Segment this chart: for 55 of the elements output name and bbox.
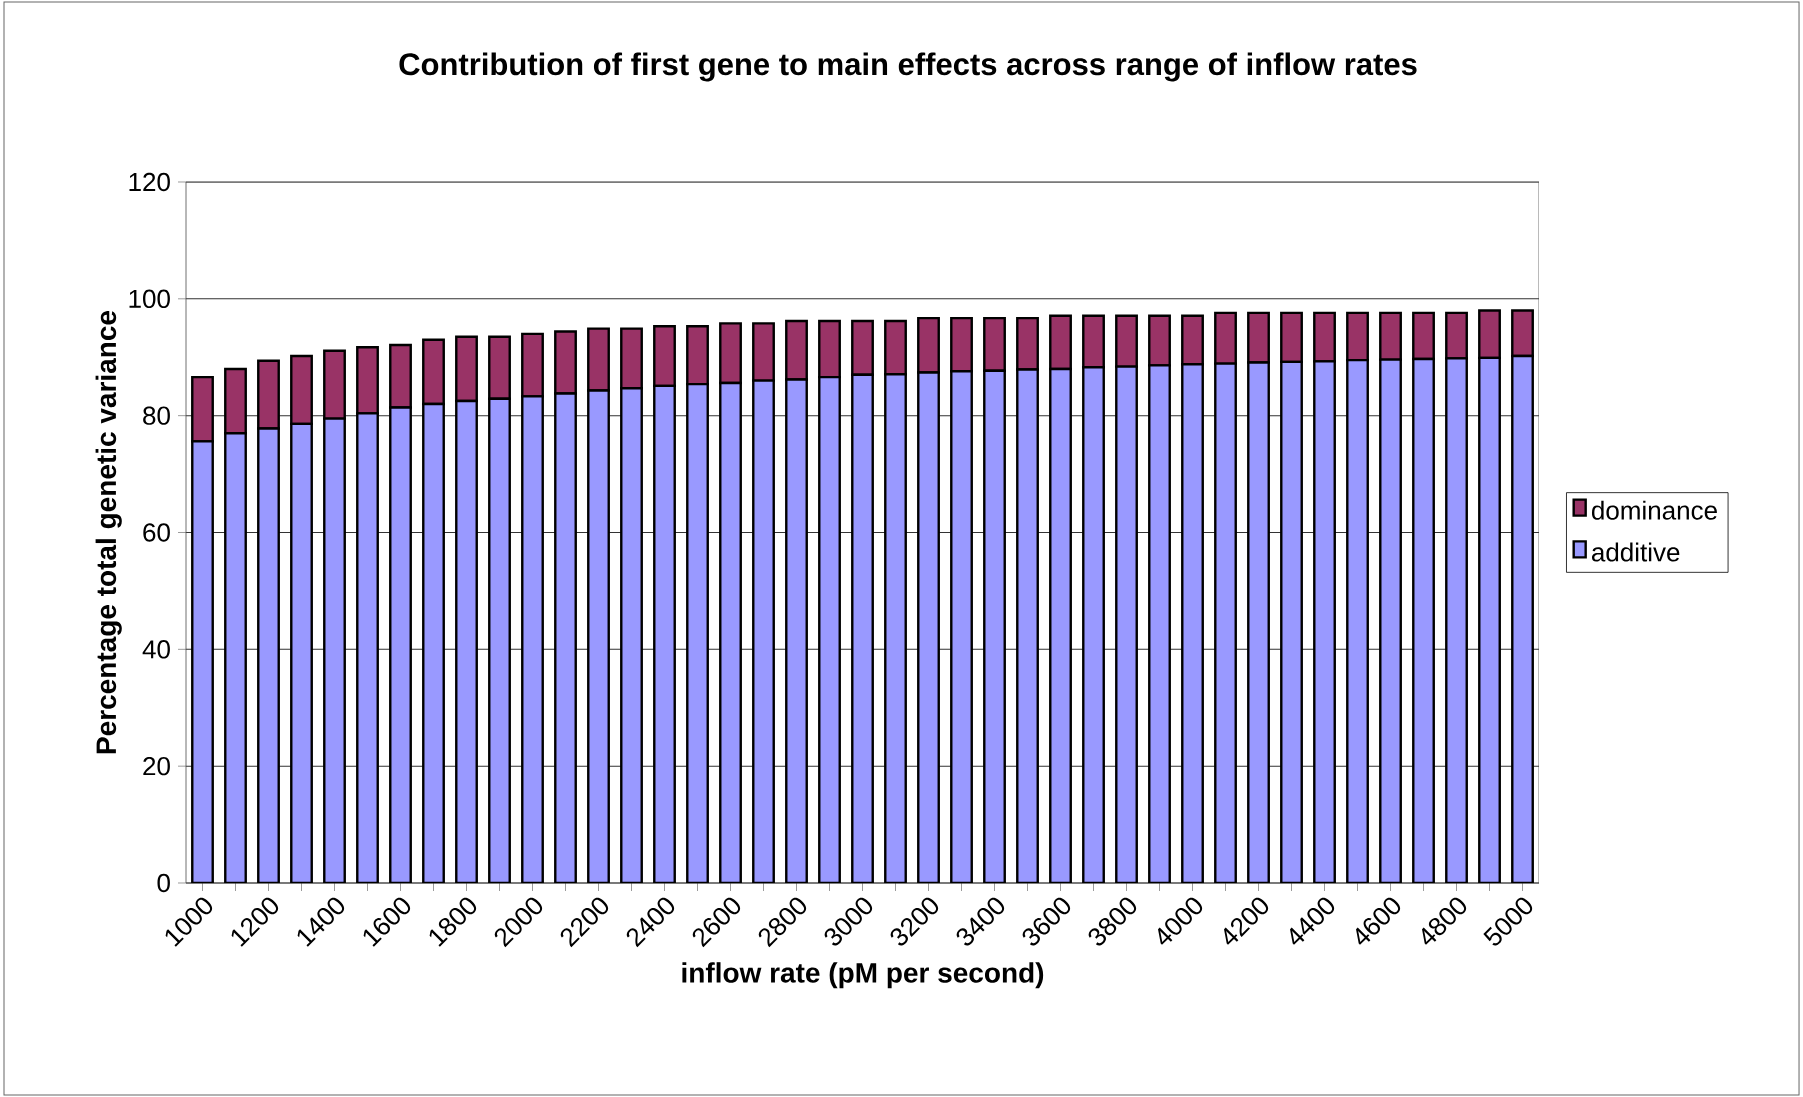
bar [719, 381, 742, 883]
y-tick-label: 0 [157, 873, 170, 893]
bar [752, 379, 775, 883]
bar [851, 373, 874, 883]
bar [884, 372, 907, 883]
bar [224, 431, 247, 883]
bar [389, 406, 412, 883]
bar [521, 395, 544, 883]
bar [356, 412, 379, 883]
y-tick-label: 120 [129, 172, 170, 192]
x-axis-title: inflow rate (pM per second) [682, 962, 1044, 989]
bar [1478, 356, 1501, 883]
bar [653, 384, 676, 883]
bar [191, 440, 214, 883]
bar [290, 422, 313, 883]
bar [620, 387, 643, 883]
bar [1313, 360, 1336, 883]
bar [1247, 361, 1270, 883]
bar [1049, 367, 1072, 883]
bar [785, 378, 808, 883]
bar [587, 389, 610, 883]
bar [1115, 365, 1138, 883]
bar [1082, 365, 1105, 883]
bar [1016, 368, 1039, 883]
bar [1412, 357, 1435, 883]
y-axis-title: Percentage total genetic variance [95, 310, 122, 754]
y-tick-label: 60 [143, 523, 170, 542]
bar [323, 417, 346, 883]
y-tick-label: 100 [129, 289, 170, 309]
legend-label: additive [1591, 542, 1680, 562]
bar [257, 427, 280, 883]
bar [488, 397, 511, 883]
bar [422, 402, 445, 883]
chart-title: Contribution of first gene to main effects across range of inflow rates [399, 52, 1417, 82]
bar [818, 375, 841, 883]
bar [1280, 360, 1303, 883]
bar [1148, 364, 1171, 883]
bar [917, 371, 940, 883]
bar [1346, 358, 1369, 883]
bar [686, 382, 709, 883]
bar [455, 399, 478, 883]
bar [1214, 362, 1237, 883]
bar [1511, 354, 1534, 883]
legend-label: dominance [1591, 500, 1717, 520]
bar [224, 367, 247, 435]
bar [1379, 358, 1402, 883]
y-tick-label: 40 [142, 640, 170, 659]
bar [950, 370, 973, 883]
y-tick-label: 80 [143, 406, 170, 425]
bar [554, 392, 577, 883]
bar [983, 369, 1006, 883]
y-tick-label: 20 [143, 756, 170, 776]
bar [257, 359, 280, 430]
bar [1445, 357, 1468, 883]
bar [1181, 363, 1204, 883]
